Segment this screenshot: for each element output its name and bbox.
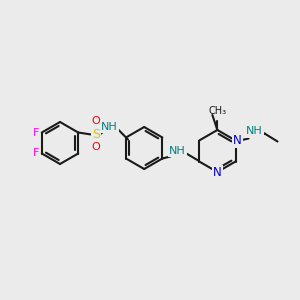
Text: N: N <box>233 134 242 147</box>
Text: O: O <box>92 142 100 152</box>
Text: N: N <box>213 167 222 179</box>
Text: O: O <box>92 116 100 127</box>
Text: NH: NH <box>101 122 118 131</box>
Text: NH: NH <box>246 127 263 136</box>
Text: S: S <box>92 128 100 141</box>
Text: F: F <box>33 128 39 137</box>
Text: CH₃: CH₃ <box>208 106 226 116</box>
Text: NH: NH <box>169 146 186 155</box>
Text: F: F <box>33 148 39 158</box>
